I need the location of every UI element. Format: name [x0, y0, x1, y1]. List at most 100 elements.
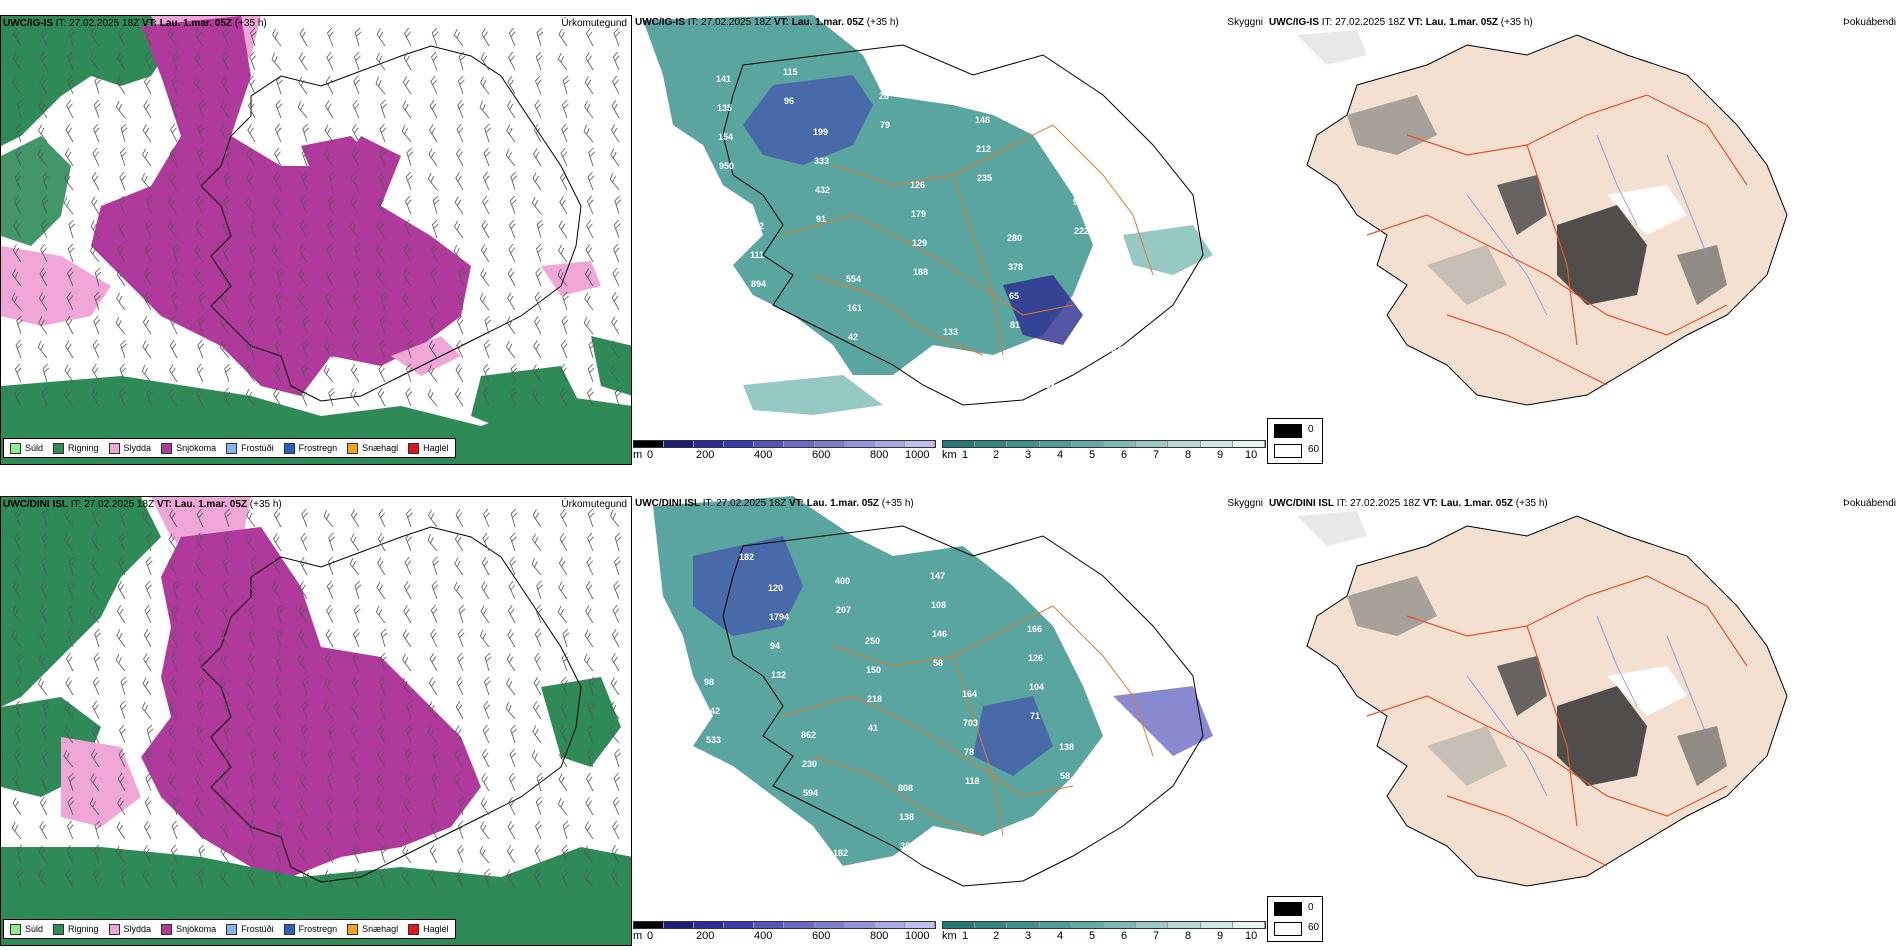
wind-barb	[405, 171, 413, 191]
wind-barb	[323, 701, 334, 720]
wind-barb	[271, 581, 282, 600]
wind-barb	[93, 99, 101, 119]
wind-barb	[143, 75, 152, 95]
wind-barb	[16, 315, 23, 335]
wind-barb	[585, 580, 594, 600]
wind-barb	[375, 821, 386, 840]
wind-barb	[272, 28, 282, 47]
wind-barb	[482, 387, 490, 407]
wind-barb	[220, 845, 230, 864]
wind-barb	[221, 76, 230, 95]
wind-barb	[377, 532, 386, 552]
wind-barb	[11, 76, 22, 95]
wind-barb	[349, 557, 360, 576]
wind-barb	[272, 196, 282, 215]
wind-barb	[246, 148, 256, 167]
visibility-value-label: 1794	[769, 612, 789, 622]
wind-barb	[430, 267, 438, 287]
wind-barb	[273, 533, 282, 552]
wind-barb	[170, 844, 178, 864]
wind-barb	[458, 267, 465, 287]
wind-barb	[402, 76, 412, 95]
wind-barb	[193, 76, 204, 95]
wind-barb	[299, 581, 308, 600]
wind-barb	[561, 315, 569, 335]
wind-barb	[223, 748, 230, 768]
fog-panel-top: UWC/IG-IS IT: 27.02.2025 18Z VT: Lau. 1.…	[1267, 15, 1900, 465]
wind-barb	[611, 291, 620, 311]
visibility-value-label: 164	[962, 689, 977, 699]
wind-barb	[297, 292, 308, 311]
wind-barb	[222, 772, 230, 792]
wind-barb	[197, 147, 204, 167]
wind-barb	[275, 99, 283, 119]
wind-barb	[67, 51, 75, 71]
wind-barb	[115, 653, 126, 672]
legend-item-graupel: Snæhagl	[347, 923, 398, 935]
wind-barb	[560, 700, 568, 720]
wind-barb	[375, 76, 386, 95]
wind-barb	[611, 653, 620, 672]
wind-barb	[248, 267, 256, 287]
wind-barb	[115, 100, 126, 119]
visibility-value-label: 235	[977, 173, 992, 183]
wind-barb	[353, 267, 361, 287]
wind-barb	[349, 220, 360, 239]
wind-barb	[483, 147, 491, 167]
wind-barb	[533, 123, 542, 143]
wind-barb	[402, 821, 412, 840]
visibility-value-label: 126	[1028, 653, 1043, 663]
wind-barb	[587, 508, 595, 528]
wind-barb	[38, 869, 48, 888]
wind-barb	[560, 339, 568, 359]
visibility-value-label: 98	[704, 677, 714, 687]
wind-barb	[276, 75, 283, 95]
wind-barb	[193, 268, 204, 287]
visibility-value-label: 28	[879, 91, 889, 101]
wind-barb	[534, 628, 542, 648]
wind-barb	[302, 676, 309, 696]
wind-barb	[273, 725, 282, 744]
legend-item-hail: Haglél	[408, 923, 449, 935]
visibility-value-label: 166	[1027, 624, 1042, 634]
wind-barb	[248, 75, 256, 95]
wind-barb	[352, 652, 360, 672]
wind-barb	[457, 291, 465, 311]
visibility-value-label: 658	[834, 877, 849, 887]
wind-barb	[143, 845, 152, 864]
wind-barb	[583, 869, 594, 888]
wind-barb	[38, 100, 48, 119]
visibility-ticks: 1 2 3 4 5 6 7 8 9 10	[962, 449, 1258, 461]
fog-title-top: UWC/IG-IS IT: 27.02.2025 18Z VT: Lau. 1.…	[1269, 17, 1533, 28]
wind-barb	[560, 363, 568, 383]
wind-barb	[482, 532, 490, 552]
wind-barb	[117, 772, 126, 792]
wind-barb	[117, 219, 126, 239]
wind-barb	[41, 556, 48, 576]
wind-barb	[457, 652, 464, 672]
wind-barb	[40, 243, 48, 263]
wind-barb	[41, 195, 49, 215]
wind-barb	[403, 243, 412, 263]
wind-barb	[14, 532, 22, 552]
wind-barb	[609, 172, 620, 191]
wind-barb	[506, 100, 516, 119]
visibility-value-label: 126	[910, 180, 925, 190]
wind-barb	[402, 845, 412, 864]
fog-legend-bottom: 0 60	[1267, 896, 1323, 942]
wind-barb	[11, 292, 22, 311]
wind-barb	[66, 291, 74, 311]
wind-barb	[323, 148, 334, 167]
wind-barb	[146, 724, 154, 744]
wind-barb	[351, 148, 360, 167]
wind-barb	[15, 700, 22, 720]
visibility-value-label: 487	[1072, 168, 1087, 178]
wind-barb	[613, 556, 621, 576]
visibility-value-label: 819	[782, 368, 797, 378]
wind-barb	[275, 652, 282, 672]
wind-barb	[456, 676, 464, 696]
wind-barb	[351, 676, 360, 696]
wind-barb	[12, 605, 22, 624]
wind-barb	[168, 749, 178, 768]
wind-barb	[12, 797, 22, 816]
